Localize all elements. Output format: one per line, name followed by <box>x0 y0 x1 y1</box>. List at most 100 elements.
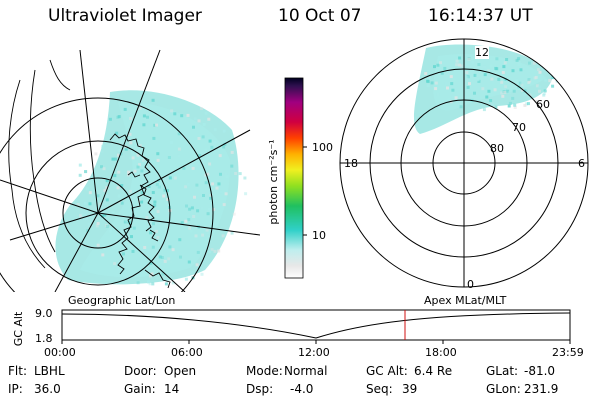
image-pixel <box>234 172 238 175</box>
image-pixel <box>543 89 547 93</box>
image-pixel <box>156 210 160 214</box>
image-pixel <box>503 91 507 94</box>
image-pixel <box>115 131 119 135</box>
image-pixel <box>477 79 481 83</box>
image-pixel <box>520 80 524 84</box>
image-pixel <box>96 243 100 247</box>
image-pixel <box>79 182 83 186</box>
image-pixel <box>196 250 200 254</box>
image-pixel <box>238 172 242 176</box>
image-pixel <box>167 113 171 117</box>
image-pixel <box>94 152 98 156</box>
image-pixel <box>128 189 132 193</box>
image-pixel <box>215 186 219 190</box>
image-pixel <box>154 123 158 127</box>
image-pixel <box>154 229 158 233</box>
image-pixel <box>446 90 450 94</box>
image-pixel <box>221 234 225 238</box>
mlt-label-6: 6 <box>578 157 585 170</box>
image-pixel <box>491 80 495 84</box>
image-pixel <box>170 109 174 113</box>
map-caption-apex: Apex MLat/MLT <box>424 294 507 307</box>
image-speckles <box>76 98 248 286</box>
image-pixel <box>426 80 430 83</box>
altitude-timeline: GC Alt 9.0 1.8 00:00 06:00 12:00 18:00 2… <box>12 307 584 359</box>
image-pixel <box>528 79 532 83</box>
image-pixel <box>528 93 532 97</box>
image-pixel <box>78 173 82 177</box>
image-pixel <box>505 58 509 61</box>
image-pixel <box>195 183 199 187</box>
image-pixel <box>113 262 117 266</box>
image-pixel <box>149 274 152 278</box>
image-pixel <box>536 68 540 72</box>
image-pixel <box>473 73 477 77</box>
image-pixel <box>523 103 527 107</box>
image-pixel <box>211 182 215 186</box>
image-pixel <box>168 176 172 180</box>
coastlines <box>8 59 171 289</box>
gain-key: Gain: <box>124 382 156 396</box>
image-pixel <box>487 69 490 73</box>
image-pixel <box>166 198 170 201</box>
image-pixel <box>157 179 161 182</box>
image-pixel <box>105 179 109 183</box>
mode-key: Mode: <box>246 364 283 378</box>
image-pixel <box>204 181 208 185</box>
image-pixel <box>428 76 432 79</box>
image-pixel <box>152 136 156 140</box>
image-pixel <box>548 79 552 83</box>
image-pixel <box>158 255 162 259</box>
image-pixel <box>504 85 508 89</box>
image-pixel <box>168 245 172 249</box>
image-pixel <box>117 115 121 119</box>
image-pixel <box>230 164 234 168</box>
image-pixel <box>156 152 160 156</box>
image-pixel <box>148 282 152 286</box>
image-pixel <box>436 63 440 67</box>
image-pixel <box>151 191 155 194</box>
image-pixel <box>201 135 205 139</box>
image-pixel <box>116 178 120 182</box>
image-pixel <box>520 83 524 87</box>
image-pixel <box>86 229 90 233</box>
image-pixel <box>163 259 167 263</box>
altitude-curve <box>61 312 571 339</box>
image-pixel <box>160 256 164 259</box>
image-pixel <box>76 203 80 206</box>
image-pixel <box>534 75 538 79</box>
image-pixel <box>440 71 444 75</box>
instrument-title: Ultraviolet Imager <box>48 6 202 26</box>
image-pixel <box>527 78 531 82</box>
image-pixel <box>225 175 229 179</box>
image-pixel <box>466 75 470 79</box>
image-pixel <box>468 82 471 86</box>
image-pixel <box>156 236 160 239</box>
image-pixel <box>518 81 522 85</box>
image-pixel <box>196 144 200 148</box>
image-pixel <box>186 121 190 125</box>
image-pixel <box>123 107 127 111</box>
ip-value: 36.0 <box>34 382 61 396</box>
image-pixel <box>426 84 430 88</box>
glat-value: -81.0 <box>524 364 556 378</box>
image-pixel <box>189 229 193 233</box>
image-pixel <box>177 154 181 158</box>
image-pixel <box>515 58 519 62</box>
image-pixel <box>485 95 489 99</box>
image-pixel <box>130 269 134 273</box>
image-pixel <box>141 103 145 107</box>
image-pixel <box>180 114 184 118</box>
image-pixel <box>487 89 491 93</box>
image-pixel <box>138 144 142 148</box>
ip-key: IP: <box>8 382 23 396</box>
image-pixel <box>105 224 109 228</box>
image-pixel <box>188 207 192 211</box>
image-pixel <box>116 186 120 190</box>
image-pixel <box>138 199 142 203</box>
image-pixel <box>213 128 217 132</box>
image-pixel <box>542 92 546 95</box>
image-pixel <box>551 84 555 88</box>
image-pixel <box>103 213 107 217</box>
image-pixel <box>213 249 217 253</box>
